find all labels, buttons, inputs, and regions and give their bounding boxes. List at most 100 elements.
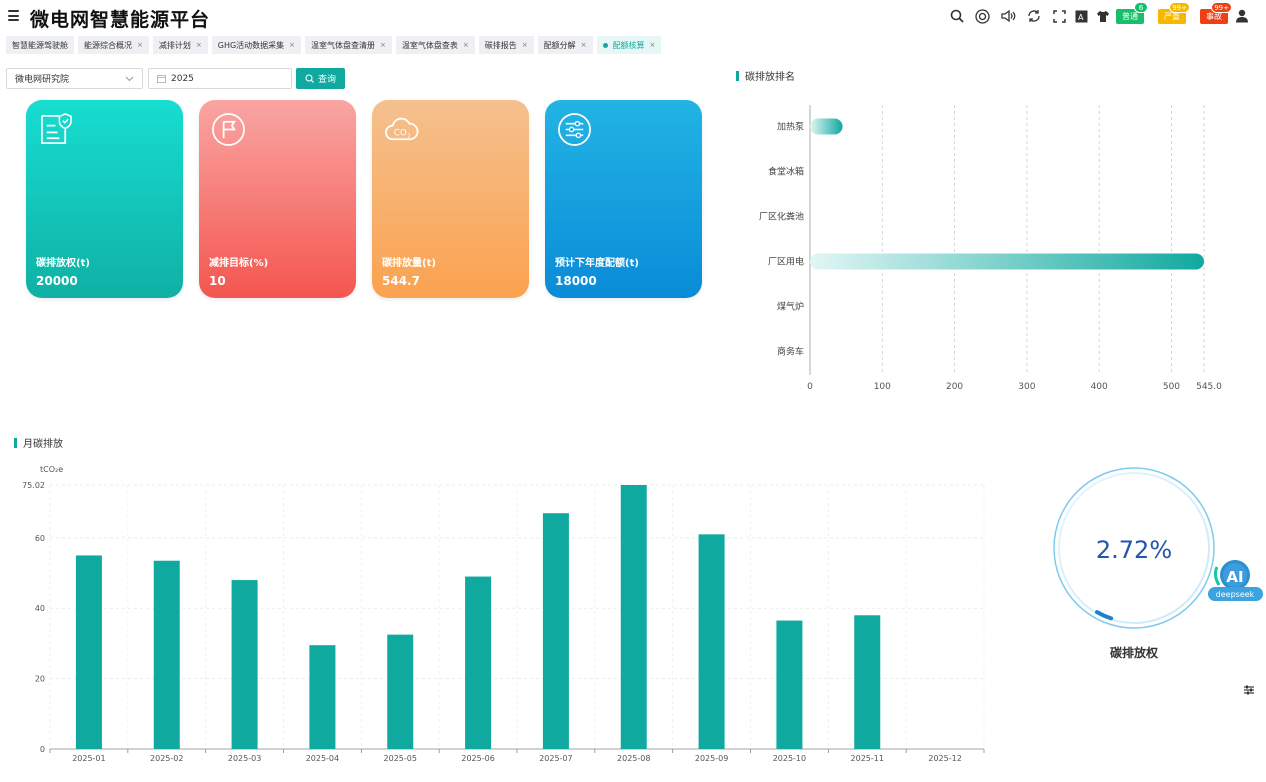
gauge-value: 2.72%	[1096, 536, 1172, 564]
monthly-bar[interactable]	[231, 580, 258, 749]
search-icon	[305, 74, 314, 83]
card-label: 减排目标(%)	[209, 258, 269, 269]
menu-toggle-icon[interactable]	[8, 10, 19, 21]
monthly-bar[interactable]	[387, 634, 414, 749]
refresh-icon[interactable]	[1026, 8, 1042, 24]
svg-text:2: 2	[407, 133, 410, 139]
tab-close-icon[interactable]: ×	[649, 41, 656, 49]
x-tick-label: 2025-05	[384, 754, 417, 763]
tab-item[interactable]: 温室气体盘查表 ×	[395, 36, 475, 54]
monthly-bar[interactable]	[465, 576, 492, 749]
tab-close-icon[interactable]: ×	[521, 41, 528, 49]
ai-sub-label: deepseek	[1216, 590, 1255, 599]
title-accent-bar	[736, 70, 739, 81]
alarm-accident-button[interactable]: 事故 99+	[1200, 2, 1232, 24]
card-value: 10	[209, 274, 226, 288]
card-carbon-allowance: 碳排放权(t) 20000	[26, 100, 183, 298]
card-label: 碳排放权(t)	[36, 258, 90, 269]
x-tick-label: 2025-02	[150, 754, 183, 763]
org-select[interactable]: 微电网研究院	[6, 68, 143, 89]
tab-item[interactable]: 减排计划 ×	[152, 36, 208, 54]
y-category-label: 商务车	[777, 346, 804, 358]
tab-label: 碳排报告	[484, 40, 517, 50]
monthly-section-title: 月碳排放	[14, 435, 63, 450]
volume-icon[interactable]	[1000, 8, 1016, 24]
tab-item[interactable]: GHG活动数据采集 ×	[211, 36, 302, 54]
y-category-label: 加热泵	[777, 121, 804, 133]
query-button[interactable]: 查询	[296, 68, 345, 89]
year-picker[interactable]: 2025	[148, 68, 292, 89]
translate-icon[interactable]: A	[1073, 8, 1089, 24]
x-tick-label: 2025-06	[461, 754, 494, 763]
tab-close-icon[interactable]: ×	[462, 41, 469, 49]
monthly-bar[interactable]	[854, 615, 881, 749]
monthly-bar[interactable]	[153, 560, 180, 749]
help-circle-icon[interactable]	[974, 8, 990, 24]
org-select-value: 微电网研究院	[15, 75, 70, 85]
alarm-accident-label: 事故	[1206, 12, 1222, 21]
monthly-chart: tCO₂e 0 20 40 60 75.02 2025-01 2025-02 2025-03 20…	[22, 465, 985, 763]
monthly-bar[interactable]	[542, 513, 569, 749]
card-value: 20000	[36, 274, 78, 288]
tab-close-icon[interactable]: ×	[195, 41, 202, 49]
ai-label: AI	[1226, 568, 1243, 586]
alarm-severe-label: 严重	[1164, 12, 1180, 21]
ranking-bar[interactable]	[810, 118, 843, 135]
tab-close-icon[interactable]: ×	[137, 41, 143, 49]
x-tick-label: 100	[874, 382, 891, 392]
tab-item[interactable]: 能源综合概况 ×	[78, 36, 149, 54]
monthly-bar[interactable]	[698, 534, 725, 749]
x-tick-label: 300	[1018, 382, 1035, 392]
x-tick-label: 2025-04	[306, 754, 339, 763]
y-tick-label: 75.02	[22, 481, 45, 490]
search-icon[interactable]	[949, 8, 965, 24]
monthly-bar[interactable]	[776, 620, 803, 749]
card-carbon-emission: CO 2 碳排放量(t) 544.7	[372, 100, 529, 298]
tab-label: 温室气体盘查表	[401, 40, 458, 50]
y-tick-label: 20	[35, 675, 45, 684]
y-tick-label: 40	[35, 604, 45, 613]
ai-deepseek-button[interactable]: AI deepseek	[1207, 557, 1264, 603]
x-tick-label: 200	[946, 382, 963, 392]
flag-icon	[212, 113, 245, 146]
carbon-ratio-gauge: 2.72%	[1053, 467, 1215, 629]
tab-item[interactable]: 温室气体盘查清册 ×	[305, 36, 392, 54]
y-category-label: 食堂冰箱	[768, 166, 804, 178]
alarm-normal-label: 普通	[1122, 12, 1138, 21]
monthly-bar[interactable]	[75, 555, 102, 749]
year-picker-value: 2025	[171, 73, 194, 84]
tab-label: 配额分解	[543, 40, 576, 50]
active-dot-icon	[602, 42, 608, 48]
tab-item[interactable]: 配额分解 ×	[537, 36, 593, 54]
tab-label: GHG活动数据采集	[217, 40, 285, 50]
monthly-bar[interactable]	[309, 645, 336, 749]
y-category-label: 厂区化粪池	[759, 211, 804, 223]
tab-item[interactable]: 配额核算 ×	[596, 36, 662, 54]
tab-close-icon[interactable]: ×	[380, 41, 386, 49]
card-label: 预计下年度配额(t)	[555, 258, 639, 269]
x-tick-label: 500	[1163, 382, 1180, 392]
ranking-bar[interactable]	[810, 253, 1204, 270]
app-title: 微电网智慧能源平台	[30, 9, 211, 31]
title-accent-bar	[14, 437, 17, 448]
tab-item[interactable]: 智慧能源驾驶舱	[6, 36, 74, 54]
tab-item[interactable]: 碳排报告 ×	[478, 36, 534, 54]
card-value: 544.7	[382, 274, 420, 288]
tab-label: 能源综合概况	[84, 40, 132, 50]
alarm-accident-count: 99+	[1211, 2, 1232, 13]
theme-shirt-icon[interactable]	[1095, 8, 1111, 24]
y-category-label: 厂区用电	[768, 256, 804, 268]
tab-close-icon[interactable]: ×	[580, 41, 587, 49]
alarm-normal-button[interactable]: 普通 6	[1116, 2, 1148, 24]
monthly-title-text: 月碳排放	[23, 439, 63, 450]
x-tick-label: 2025-08	[617, 754, 650, 763]
tab-bar: 智慧能源驾驶舱 能源综合概况 × 减排计划 × GHG活动数据采集 × 温室气体盘查清册 × 温室…	[6, 36, 662, 54]
user-avatar-icon[interactable]	[1234, 8, 1250, 24]
monthly-bar[interactable]	[620, 485, 647, 749]
alarm-normal-count: 6	[1134, 2, 1148, 13]
alarm-severe-button[interactable]: 严重 99+	[1158, 2, 1190, 24]
chart-settings-icon[interactable]	[1243, 681, 1255, 695]
tab-close-icon[interactable]: ×	[289, 41, 296, 49]
x-tick-label: 2025-07	[539, 754, 572, 763]
fullscreen-icon[interactable]	[1051, 8, 1067, 24]
